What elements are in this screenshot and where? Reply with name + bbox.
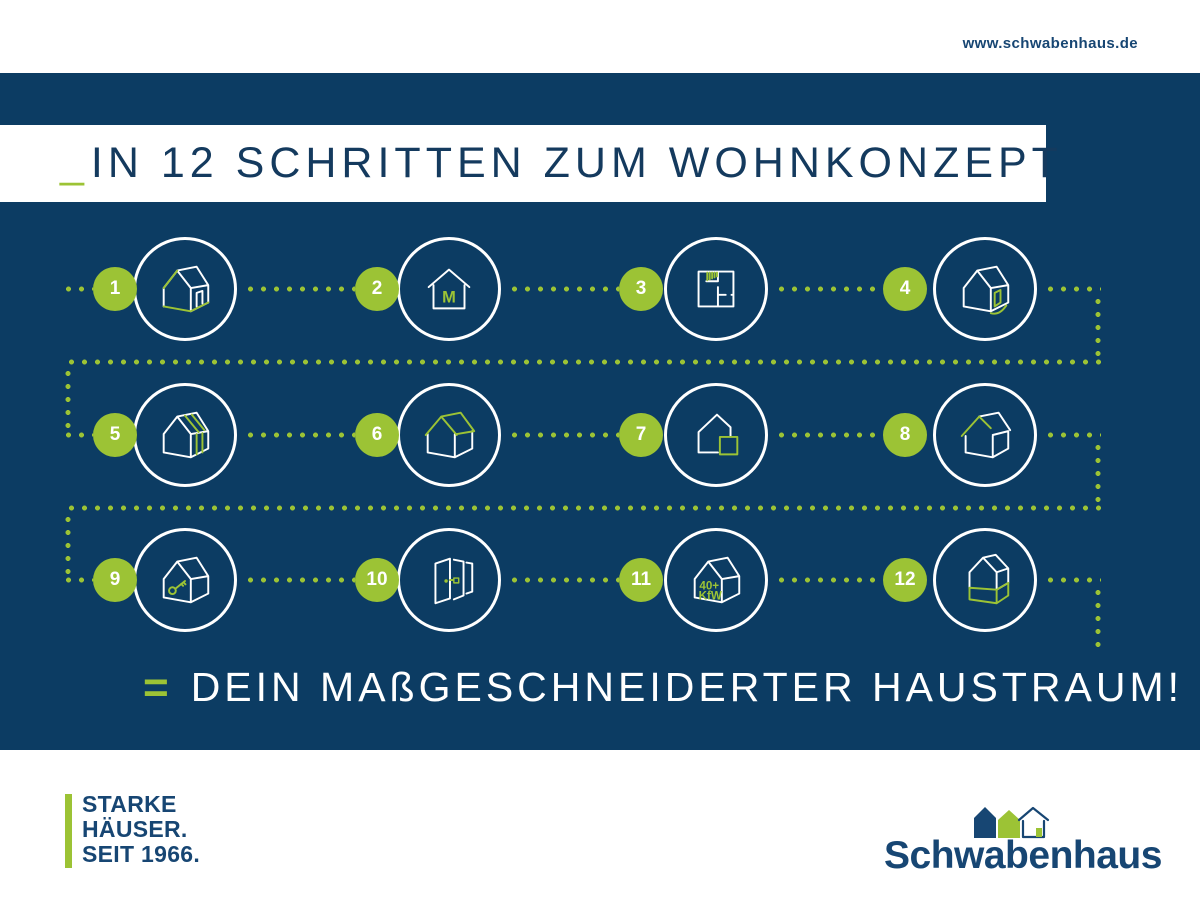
claim-accent-bar <box>65 794 72 868</box>
website-url: www.schwabenhaus.de <box>962 35 1138 52</box>
claim-line: STARKE <box>82 791 177 817</box>
top-bar: www.schwabenhaus.de <box>0 0 1200 73</box>
logo-wordmark: Schwabenhaus <box>884 834 1162 877</box>
footer: STARKE HÄUSER. SEIT 1966. Schwabenhaus <box>0 750 1200 900</box>
brand-claim: STARKE HÄUSER. SEIT 1966. <box>82 792 200 867</box>
logo-houses-icon <box>974 806 1050 839</box>
claim-line: HÄUSER. <box>82 816 188 842</box>
claim-line: SEIT 1966. <box>82 841 201 867</box>
infographic-background <box>0 73 1200 750</box>
schwabenhaus-logo: Schwabenhaus <box>884 800 1162 890</box>
